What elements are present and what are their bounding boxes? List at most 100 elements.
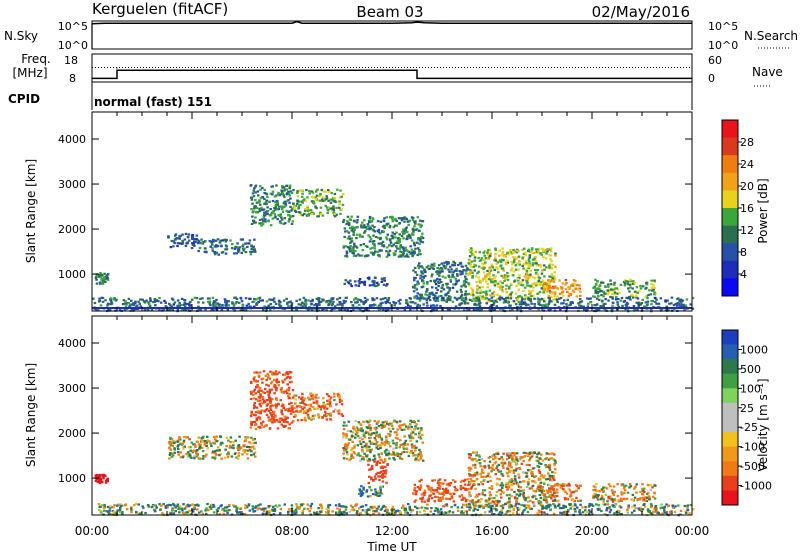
power-colorbar-tick-label: 16 bbox=[740, 202, 754, 215]
velocity-colorbar-frame bbox=[721, 329, 739, 506]
power-colorbar-swatch bbox=[722, 278, 738, 297]
y-tick-label: 4000 bbox=[58, 133, 86, 146]
beam-title: Beam 03 bbox=[356, 3, 423, 21]
velocity-colorbar-swatch bbox=[722, 373, 738, 389]
power-blobs-blob-7 bbox=[467, 247, 557, 304]
x-tick-label: 08:00 bbox=[275, 524, 310, 538]
power-blobs-blob-6 bbox=[412, 260, 470, 301]
power-colorbar-swatch bbox=[722, 137, 738, 156]
velocity-blobs-blob-8 bbox=[542, 482, 582, 503]
power-blobs-blob-10 bbox=[94, 272, 110, 285]
y-tick-label: 3000 bbox=[58, 382, 86, 395]
y-tick-label: 2000 bbox=[58, 427, 86, 440]
power-colorbar-tick-label: 24 bbox=[740, 158, 754, 171]
velocity-colorbar-swatch bbox=[722, 446, 738, 462]
velocity-colorbar-swatch bbox=[722, 402, 738, 418]
power-blobs-blob-2 bbox=[249, 184, 295, 227]
power-blobs-blob-1 bbox=[197, 238, 257, 256]
velocity-blobs-blob-1 bbox=[249, 370, 295, 431]
velocity-frame bbox=[91, 315, 693, 516]
power-blobs-blob-9 bbox=[592, 278, 657, 299]
nsky-panel: N.Sky 10^5 10^0 N.Search 10^5 10^0 bbox=[4, 20, 798, 52]
x-tick-label: 04:00 bbox=[175, 524, 210, 538]
velocity-blobs-blob-4 bbox=[367, 460, 390, 485]
power-colorbar-swatch bbox=[722, 190, 738, 209]
nsky-frame bbox=[91, 20, 693, 50]
power-blobs-blob-3 bbox=[292, 188, 345, 218]
velocity-blobs-blob-5 bbox=[358, 485, 384, 498]
power-colorbar-tick-label: 8 bbox=[740, 246, 747, 259]
power-colorbar-tick-label: 4 bbox=[740, 268, 747, 281]
velocity-colorbar-tick-label: -1000 bbox=[740, 480, 772, 493]
nsky-right-tick-top: 10^5 bbox=[708, 20, 738, 33]
velocity-blobs-blob-9 bbox=[592, 482, 657, 503]
power-colorbar-tick-label: 20 bbox=[740, 180, 754, 193]
power-colorbar-tick-label: 12 bbox=[740, 224, 754, 237]
y-tick-label: 4000 bbox=[58, 337, 86, 350]
nsky-right-tick-bottom: 10^0 bbox=[708, 39, 738, 52]
y-tick-label: 2000 bbox=[58, 223, 86, 236]
power-colorbar-swatch bbox=[722, 120, 738, 138]
power-colorbar-swatch bbox=[722, 243, 738, 262]
power-colorbar-swatch bbox=[722, 225, 738, 244]
power-colorbar-label: Power [dB] bbox=[756, 178, 770, 243]
velocity-colorbar-tick-label: 1000 bbox=[740, 343, 768, 356]
power-blobs-blob-11 bbox=[92, 296, 695, 313]
velocity-colorbar-swatch bbox=[722, 461, 738, 477]
power-blobs-blob-0 bbox=[167, 232, 200, 250]
velocity-colorbar-swatch bbox=[722, 432, 738, 447]
velocity-colorbar-tick-label: -500 bbox=[740, 460, 765, 473]
velocity-blobs-blob-10 bbox=[94, 473, 110, 485]
cpid-panel: CPID normal (fast) 151 bbox=[8, 82, 693, 110]
velocity-colorbar-swatch bbox=[722, 344, 738, 360]
velocity-ylabel: Slant Range [km] bbox=[24, 363, 38, 467]
power-ylabel: Slant Range [km] bbox=[24, 159, 38, 263]
x-tick-label: 00:00 bbox=[675, 524, 710, 538]
x-tick-label: 12:00 bbox=[375, 524, 410, 538]
nave-label: Nave bbox=[752, 65, 783, 79]
velocity-blobs-blob-0 bbox=[168, 435, 257, 460]
velocity-colorbar-swatch bbox=[722, 475, 738, 491]
freq-label-2: [MHz] bbox=[12, 66, 47, 80]
power-colorbar-swatch bbox=[722, 172, 738, 191]
power-colorbar-swatch bbox=[722, 155, 738, 174]
velocity-colorbar-tick-label: 100 bbox=[740, 382, 761, 395]
power-panel: 4000 3000 2000 1000 Slant Range [km] bbox=[24, 111, 695, 313]
velocity-colorbar-tick-label: 500 bbox=[740, 363, 761, 376]
velocity-colorbar-swatch bbox=[722, 490, 738, 506]
freq-series-line bbox=[92, 69, 692, 80]
x-axis-label: Time UT bbox=[366, 540, 417, 554]
velocity-colorbar-label: Velocity [m s⁻¹] bbox=[756, 378, 770, 471]
power-colorbar-tick-label: 28 bbox=[740, 136, 754, 149]
freq-label-1: Freq. bbox=[21, 52, 51, 66]
x-tick-label: 16:00 bbox=[475, 524, 510, 538]
velocity-blobs-blob-3 bbox=[342, 419, 425, 463]
power-blobs-blob-5 bbox=[343, 276, 389, 288]
freq-right-tick-bottom: 0 bbox=[708, 72, 715, 85]
power-colorbar-swatch bbox=[722, 208, 738, 226]
nsky-left-tick-top: 10^5 bbox=[58, 20, 88, 33]
velocity-blobs-blob-2 bbox=[292, 392, 345, 422]
velocity-blobs-blob-11 bbox=[97, 502, 695, 517]
date-title: 02/May/2016 bbox=[592, 3, 690, 21]
power-blobs-blob-8 bbox=[542, 279, 582, 299]
nsky-left-tick-bottom: 10^0 bbox=[58, 39, 88, 52]
velocity-panel: 4000 3000 2000 1000 Slant Range [km] bbox=[24, 315, 695, 517]
nsky-left-label: N.Sky bbox=[4, 29, 38, 43]
x-tick-label: 20:00 bbox=[575, 524, 610, 538]
velocity-colorbar-tick-label: -25 bbox=[740, 421, 758, 434]
freq-left-tick-bottom: 8 bbox=[69, 72, 76, 85]
y-tick-label: 1000 bbox=[58, 268, 86, 281]
freq-left-tick-top: 18 bbox=[64, 54, 78, 67]
velocity-colorbar-swatch bbox=[722, 388, 738, 404]
cpid-label: CPID bbox=[8, 92, 40, 106]
velocity-colorbar-swatch bbox=[722, 330, 738, 345]
nsky-right-label: N.Search bbox=[744, 29, 798, 43]
velocity-colorbar-swatch bbox=[722, 417, 738, 433]
velocity-colorbar-swatch bbox=[722, 359, 738, 375]
velocity-colorbar-tick-label: 25 bbox=[740, 402, 754, 415]
x-tick-label: 00:00 bbox=[75, 524, 110, 538]
freq-panel: Freq. [MHz] 18 8 60 0 Nave bbox=[12, 52, 783, 87]
power-colorbar-swatch bbox=[722, 260, 738, 279]
